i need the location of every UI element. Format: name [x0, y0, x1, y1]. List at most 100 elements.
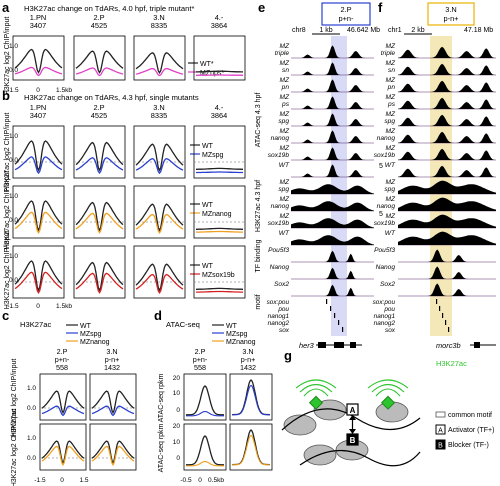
blocker-box — [346, 433, 359, 446]
e-coord: 46.642 Mb — [347, 27, 380, 34]
d-plot-box-r1-c2 — [229, 373, 273, 421]
track-label-h3-10-f-sub: sox19b — [374, 220, 396, 227]
section-motif: motif — [255, 294, 262, 309]
e-scale: 1 kb — [319, 27, 332, 34]
b-curve-wt-r3-c2 — [75, 261, 124, 292]
b-curve-mz-r1-c3 — [135, 158, 184, 175]
track-label-h3-8-f: MZ — [385, 179, 395, 186]
motif-tick-e-1 — [330, 306, 332, 311]
track-label-h3-10-e: MZ — [279, 213, 289, 220]
track-label-h3-10-f: MZ — [385, 213, 395, 220]
common-motif-swatch — [435, 411, 446, 418]
motif-label-f-2: nanog1 — [374, 313, 396, 320]
c-curve-mz-r2-c2 — [91, 445, 135, 467]
f-scale5-2: 5 — [379, 211, 383, 218]
track-label-tf-13-e: Nanog — [270, 264, 290, 271]
track-label-atac-6-e-sub: sox19b — [268, 152, 290, 159]
e-track-atac-3 — [291, 96, 374, 109]
a-plot-box-4 — [193, 35, 246, 81]
b-curve-mz-r3-c4 — [196, 290, 243, 293]
d-ylabel-2: ATAC-seq rpkm — [158, 423, 165, 472]
track-label-tf-12-f: Pou5f3 — [374, 247, 395, 254]
c-ylabel-1: H3K27ac log2 ChIP/input — [11, 359, 18, 438]
b-xtick-1: -1.5 — [7, 303, 19, 310]
e-track-atac-7 — [291, 164, 374, 177]
track-label-atac-3-f: MZ — [385, 94, 395, 101]
b-legend-3-wt: WT — [202, 263, 214, 270]
track-label-h3-9-e: MZ — [279, 196, 289, 203]
d-ytick-f: 0 — [176, 455, 180, 462]
dna-strand-top — [281, 408, 421, 431]
c-group-1-sub: p+n- — [55, 355, 70, 364]
b-plot-box-r1-c1 — [12, 125, 65, 179]
b-xtick-3: 1.5kb — [56, 303, 72, 310]
panel-d-title: ATAC-seq — [166, 320, 200, 329]
b-curve-wt-r1-c1 — [14, 140, 63, 172]
d-ytick-d: 20 — [173, 423, 181, 430]
a-group-3-name: 3.N — [153, 13, 165, 22]
track-label-atac-3-f-sub: ps — [387, 101, 396, 108]
track-label-atac-3-e: MZ — [279, 94, 289, 101]
track-label-atac-5-f-sub: nanog — [377, 135, 396, 142]
b-curve-wt-r2-c3 — [135, 203, 184, 232]
signal-arc-right-2 — [367, 379, 409, 389]
track-label-h3-11-f: WT — [385, 230, 396, 237]
d-xtick-2: 0 — [198, 477, 202, 484]
c-ytick-c: 1.0 — [27, 435, 36, 442]
e-track-atac-2 — [291, 79, 374, 92]
nucleosome-1 — [313, 399, 347, 421]
a-curve-wt-3 — [135, 52, 184, 74]
acetyl-mark-right — [380, 395, 396, 410]
d-curve-wt-r2-c1 — [186, 435, 224, 466]
track-label-atac-2-e: MZ — [279, 77, 289, 84]
b-legend-2-mz: MZnanog — [202, 211, 232, 218]
c-curve-mz-r1-c1 — [41, 405, 85, 417]
e-box-sub: p+n- — [339, 14, 355, 23]
d-group-1-n: 558 — [194, 363, 206, 372]
track-label-atac-4-f: MZ — [385, 111, 395, 118]
d-ytick-e: 10 — [173, 439, 181, 446]
e-box — [321, 2, 371, 26]
b-ytick-d: 0.0 — [9, 217, 18, 224]
d-curve-mz-r2-c1 — [186, 460, 224, 467]
a-group-1-n: 3407 — [30, 21, 46, 30]
b-curve-wt-r1-c3 — [135, 143, 184, 172]
nucleosome-0 — [283, 414, 317, 436]
c-ytick-b: 0.0 — [27, 405, 36, 412]
motif-label-e-0: sox:pou — [267, 299, 290, 306]
panel-a-letter: a — [2, 0, 10, 15]
panel-c-title: H3K27ac — [20, 320, 51, 329]
track-label-h3-9-f: MZ — [385, 196, 395, 203]
track-label-atac-3-e-sub: ps — [281, 101, 290, 108]
dna-strand-bottom — [299, 449, 421, 467]
b-curve-mz-r3-c1 — [14, 271, 63, 294]
e-track-h3-9 — [291, 201, 374, 211]
track-label-atac-0-f-sub: triple — [381, 50, 396, 57]
track-label-tf-14-f: Sox2 — [380, 281, 395, 288]
b-plot-box-r3-c1 — [12, 245, 65, 299]
blocker-box-label: B — [350, 436, 356, 445]
a-curve-wt-4 — [196, 70, 243, 73]
motif-tick-f-4 — [448, 327, 450, 332]
c-plot-box-r1-c2 — [89, 373, 137, 421]
b-curve-mz-r2-c1 — [14, 211, 63, 234]
b-ylabel-2: H3K27ac log2 ChIP/input — [4, 171, 11, 250]
f-track-h3-11 — [398, 231, 496, 245]
c-curve-wt-r2-c2 — [91, 440, 135, 465]
d-plot-box-r2-c2 — [229, 423, 273, 471]
c-group-2-name: 3.N — [106, 347, 117, 356]
activator-key — [435, 424, 446, 435]
track-label-atac-5-f: MZ — [385, 128, 395, 135]
arrow-head-down — [349, 429, 356, 434]
c-group-2-sub: p-n+ — [105, 355, 120, 364]
b-ylabel-1: H3K27ac log2 ChIP/input — [4, 113, 11, 192]
b-curve-wt-r3-c3 — [135, 263, 184, 292]
c-legend-spg: MZspg — [80, 331, 102, 338]
f-exon-0 — [474, 342, 480, 348]
b-group-3-n: 8335 — [151, 111, 167, 120]
c-curve-wt-r1-c2 — [91, 390, 135, 415]
track-label-h3-9-e-sub: nanog — [271, 203, 290, 210]
b-plot-box-r3-c4 — [193, 245, 246, 299]
d-legend-wt: WT — [226, 323, 238, 330]
